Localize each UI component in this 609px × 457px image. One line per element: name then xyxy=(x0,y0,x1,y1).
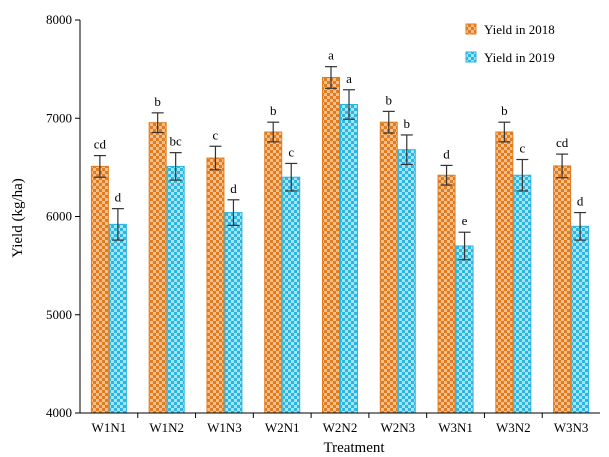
significance-letter: a xyxy=(346,71,352,86)
bar-2019-W1N2 xyxy=(166,165,185,414)
significance-letter: d xyxy=(115,190,122,205)
significance-letter: cd xyxy=(94,137,107,152)
bar-2019-W3N3 xyxy=(571,225,590,414)
significance-letter: b xyxy=(386,92,393,107)
bar-2019-W3N2 xyxy=(513,174,532,414)
bar-2018-W2N3 xyxy=(379,121,398,414)
y-tick-label: 4000 xyxy=(46,405,72,420)
legend-label-2019: Yield in 2019 xyxy=(484,50,555,65)
significance-letter: bc xyxy=(170,134,183,149)
bar-2018-W3N2 xyxy=(495,131,514,414)
significance-letter: c xyxy=(288,144,294,159)
bar-2018-W3N1 xyxy=(437,174,456,414)
significance-letter: b xyxy=(270,103,277,118)
bar-2018-W3N3 xyxy=(553,165,572,414)
bar-2019-W2N1 xyxy=(282,176,301,414)
bar-2018-W1N3 xyxy=(206,157,225,414)
error-bars-layer xyxy=(93,66,587,261)
significance-letter: d xyxy=(577,194,584,209)
legend-swatch-2018 xyxy=(465,23,477,35)
bar-2018-W1N1 xyxy=(90,165,109,414)
x-tick-label: W3N3 xyxy=(554,420,589,435)
bar-2019-W1N3 xyxy=(224,212,243,414)
legend-swatch-2019 xyxy=(465,51,477,63)
bar-2019-W3N1 xyxy=(455,245,474,414)
bar-2019-W2N3 xyxy=(397,149,416,414)
bars-layer xyxy=(90,76,590,414)
x-ticks: W1N1 W1N2 W1N3 W2N1 W2N2 W2N3 W3N1 W3N2 W3N3 xyxy=(92,413,589,435)
x-tick-label: W3N2 xyxy=(496,420,531,435)
legend: Yield in 2018 Yield in 2019 xyxy=(465,22,555,65)
y-ticks: 4000 5000 6000 7000 8000 xyxy=(46,12,80,420)
significance-letter: d xyxy=(230,181,237,196)
bar-2018-W1N2 xyxy=(148,122,167,414)
x-tick-label: W1N2 xyxy=(149,420,184,435)
x-tick-label: W1N1 xyxy=(92,420,127,435)
x-tick-label: W2N2 xyxy=(323,420,358,435)
significance-letter: b xyxy=(501,103,508,118)
y-tick-label: 8000 xyxy=(46,12,72,27)
x-axis-title: Treatment xyxy=(323,440,385,456)
y-tick-label: 6000 xyxy=(46,209,72,224)
bar-2019-W2N2 xyxy=(340,103,358,414)
significance-letter: d xyxy=(443,146,450,161)
significance-letter: a xyxy=(328,48,334,63)
significance-letter: b xyxy=(404,116,411,131)
x-tick-label: W2N3 xyxy=(380,420,415,435)
significance-letter: b xyxy=(154,94,161,109)
y-axis-title: Yield (kg/ha) xyxy=(10,178,26,258)
significance-letter: c xyxy=(519,141,525,156)
significance-letter: c xyxy=(213,127,219,142)
x-tick-label: W3N1 xyxy=(438,420,473,435)
x-tick-label: W2N1 xyxy=(265,420,300,435)
significance-letter: cd xyxy=(556,135,569,150)
y-tick-label: 5000 xyxy=(46,307,72,322)
significance-letter: e xyxy=(462,213,468,228)
bar-2018-W2N1 xyxy=(264,131,283,414)
bar-2018-W2N2 xyxy=(322,76,340,414)
x-tick-label: W1N3 xyxy=(207,420,242,435)
y-tick-label: 7000 xyxy=(46,110,72,125)
bar-2019-W1N1 xyxy=(108,223,127,414)
legend-label-2018: Yield in 2018 xyxy=(484,22,555,37)
